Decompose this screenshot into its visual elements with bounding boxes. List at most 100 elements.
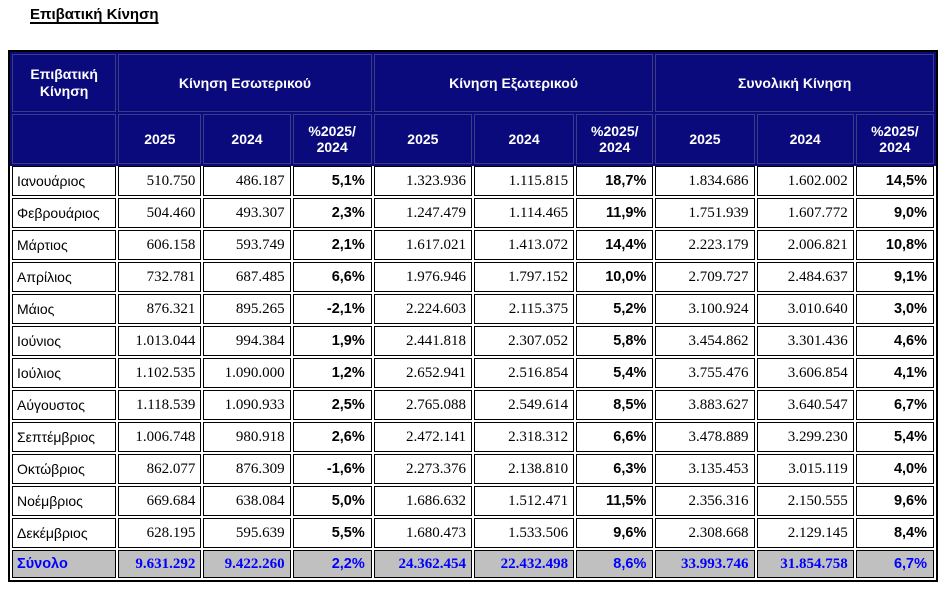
value-cell: 2.472.141 [373, 422, 472, 452]
pct-cell: 4,6% [855, 326, 934, 356]
value-cell: 2.115.375 [473, 294, 575, 324]
value-cell: 1.006.748 [118, 422, 202, 452]
value-cell: 1.617.021 [373, 230, 472, 260]
value-cell: 3.100.924 [655, 294, 755, 324]
pct-cell: 18,7% [576, 166, 654, 196]
pct-cell: 5,2% [576, 294, 654, 324]
value-cell: 606.158 [118, 230, 202, 260]
value-cell: 3.478.889 [655, 422, 755, 452]
total-pct-cell: 6,7% [855, 550, 934, 578]
value-cell: 2.765.088 [373, 390, 472, 420]
value-cell: 1.323.936 [373, 166, 472, 196]
value-cell: 1.533.506 [473, 518, 575, 548]
month-cell: Ιούλιος [12, 358, 117, 388]
year-header: 2025 [373, 114, 472, 164]
value-cell: 876.321 [118, 294, 202, 324]
pct-cell: 5,4% [855, 422, 934, 452]
table-row: Ιούνιος 1.013.044 994.384 1,9% 2.441.818… [12, 326, 934, 356]
group-header-total: Συνολική Κίνηση [655, 54, 934, 112]
blank-header-cell [12, 114, 117, 164]
pct-cell: 1,9% [292, 326, 372, 356]
table-row: Δεκέμβριος 628.195 595.639 5,5% 1.680.47… [12, 518, 934, 548]
value-cell: 1.512.471 [473, 486, 575, 516]
value-cell: 895.265 [203, 294, 291, 324]
year-header: 2024 [203, 114, 291, 164]
month-cell: Απρίλιος [12, 262, 117, 292]
value-cell: 994.384 [203, 326, 291, 356]
value-cell: 2.709.727 [655, 262, 755, 292]
pct-cell: 5,1% [292, 166, 372, 196]
value-cell: 1.247.479 [373, 198, 472, 228]
table-row: Μάρτιος 606.158 593.749 2,1% 1.617.021 1… [12, 230, 934, 260]
value-cell: 1.602.002 [756, 166, 854, 196]
table-row: Οκτώβριος 862.077 876.309 -1,6% 2.273.37… [12, 454, 934, 484]
value-cell: 3.301.436 [756, 326, 854, 356]
value-cell: 628.195 [118, 518, 202, 548]
passenger-traffic-table: Επιβατική Κίνηση Κίνηση Εσωτερικού Κίνησ… [8, 50, 938, 582]
value-cell: 3.755.476 [655, 358, 755, 388]
total-pct-cell: 2,2% [292, 550, 372, 578]
value-cell: 1.680.473 [373, 518, 472, 548]
pct-cell: 2,5% [292, 390, 372, 420]
value-cell: 2.273.376 [373, 454, 472, 484]
corner-header-cell: Επιβατική Κίνηση [12, 54, 117, 112]
value-cell: 687.485 [203, 262, 291, 292]
value-cell: 732.781 [118, 262, 202, 292]
value-cell: 2.484.637 [756, 262, 854, 292]
value-cell: 2.318.312 [473, 422, 575, 452]
pct-cell: 6,3% [576, 454, 654, 484]
pct-cell: 8,5% [576, 390, 654, 420]
value-cell: 2.516.854 [473, 358, 575, 388]
header-year-row: 2025 2024 %2025/ 2024 2025 2024 %2025/ 2… [12, 114, 934, 164]
month-cell: Μάρτιος [12, 230, 117, 260]
pct-cell: 2,1% [292, 230, 372, 260]
value-cell: 876.309 [203, 454, 291, 484]
value-cell: 595.639 [203, 518, 291, 548]
value-cell: 1.118.539 [118, 390, 202, 420]
value-cell: 504.460 [118, 198, 202, 228]
pct-cell: 2,3% [292, 198, 372, 228]
table-row: Μάιος 876.321 895.265 -2,1% 2.224.603 2.… [12, 294, 934, 324]
pct-cell: 10,0% [576, 262, 654, 292]
pct-cell: 6,6% [292, 262, 372, 292]
value-cell: 638.084 [203, 486, 291, 516]
value-cell: 669.684 [118, 486, 202, 516]
total-row: Σύνολο 9.631.292 9.422.260 2,2% 24.362.4… [12, 550, 934, 578]
group-header-domestic: Κίνηση Εσωτερικού [118, 54, 372, 112]
year-header: 2025 [118, 114, 202, 164]
value-cell: 3.299.230 [756, 422, 854, 452]
pct-cell: -1,6% [292, 454, 372, 484]
month-cell: Σεπτέμβριος [12, 422, 117, 452]
value-cell: 2.129.145 [756, 518, 854, 548]
total-label-cell: Σύνολο [12, 550, 117, 578]
year-header: 2024 [756, 114, 854, 164]
table-row: Σεπτέμβριος 1.006.748 980.918 2,6% 2.472… [12, 422, 934, 452]
pct-cell: 4,0% [855, 454, 934, 484]
value-cell: 1.797.152 [473, 262, 575, 292]
table-row: Αύγουστος 1.118.539 1.090.933 2,5% 2.765… [12, 390, 934, 420]
value-cell: 3.606.854 [756, 358, 854, 388]
total-value-cell: 9.631.292 [118, 550, 202, 578]
month-cell: Ιανουάριος [12, 166, 117, 196]
table-footer: Σύνολο 9.631.292 9.422.260 2,2% 24.362.4… [12, 550, 934, 578]
value-cell: 1.413.072 [473, 230, 575, 260]
table-row: Απρίλιος 732.781 687.485 6,6% 1.976.946 … [12, 262, 934, 292]
value-cell: 3.135.453 [655, 454, 755, 484]
value-cell: 593.749 [203, 230, 291, 260]
table-header: Επιβατική Κίνηση Κίνηση Εσωτερικού Κίνησ… [12, 54, 934, 164]
pct-cell: 10,8% [855, 230, 934, 260]
group-header-international: Κίνηση Εξωτερικού [373, 54, 654, 112]
value-cell: 2.150.555 [756, 486, 854, 516]
value-cell: 1.751.939 [655, 198, 755, 228]
pct-cell: 4,1% [855, 358, 934, 388]
value-cell: 2.006.821 [756, 230, 854, 260]
value-cell: 1.114.465 [473, 198, 575, 228]
value-cell: 980.918 [203, 422, 291, 452]
value-cell: 2.138.810 [473, 454, 575, 484]
month-cell: Αύγουστος [12, 390, 117, 420]
pct-cell: 11,9% [576, 198, 654, 228]
pct-cell: 5,8% [576, 326, 654, 356]
pct-cell: 6,6% [576, 422, 654, 452]
table-body: Ιανουάριος 510.750 486.187 5,1% 1.323.93… [12, 166, 934, 548]
pct-cell: 11,5% [576, 486, 654, 516]
